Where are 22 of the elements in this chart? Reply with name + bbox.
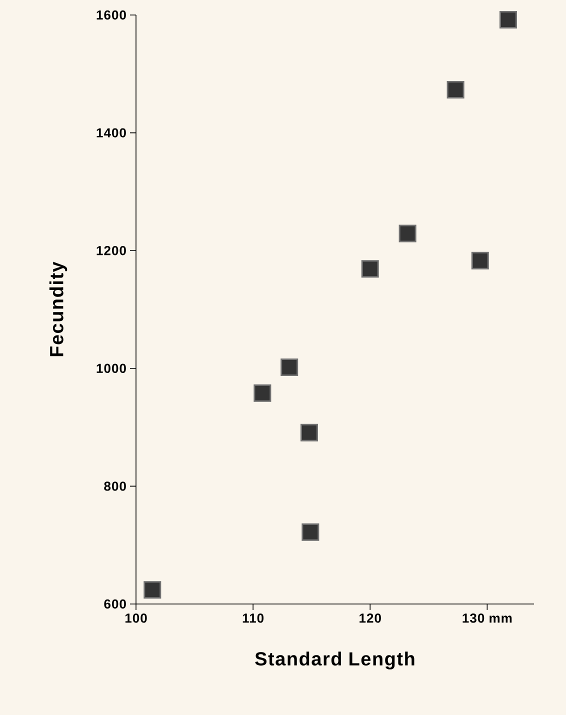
y-tick-label: 600 <box>104 599 126 609</box>
x-tick-label: 100 <box>125 614 147 623</box>
point <box>499 10 517 28</box>
point <box>254 384 272 402</box>
x-axis-title: Standard Length <box>255 652 414 670</box>
y-axis-title: Fecundity <box>49 262 68 356</box>
point <box>446 81 464 99</box>
point <box>300 424 318 442</box>
x-tick-label: 110 <box>242 614 264 623</box>
y-tick-label: 800 <box>104 482 126 491</box>
y-tick-label: 1000 <box>96 364 126 373</box>
point <box>302 523 320 541</box>
x-tick-label: 120 <box>360 614 381 623</box>
y-tick-label: 1200 <box>96 246 126 256</box>
point <box>144 581 162 599</box>
point <box>398 224 416 242</box>
y-tick-label: 1400 <box>96 128 126 138</box>
point <box>471 252 489 270</box>
x-tick-label: 130 mm <box>462 614 512 623</box>
point <box>280 358 298 376</box>
point <box>361 260 379 278</box>
y-tick-label: 1600 <box>96 10 126 20</box>
